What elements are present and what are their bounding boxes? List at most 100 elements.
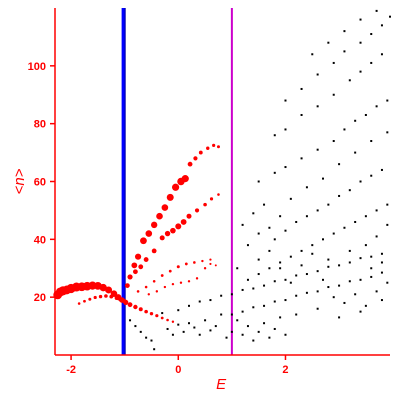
data-point-red	[145, 230, 153, 237]
data-point-black	[311, 53, 314, 56]
data-point-black	[220, 313, 223, 316]
data-point-black	[311, 244, 314, 247]
data-point-black	[268, 267, 271, 270]
data-point-black	[354, 151, 357, 154]
data-point-black	[279, 316, 282, 319]
data-point-black	[289, 255, 292, 258]
data-point-red	[144, 285, 148, 289]
data-point-black	[354, 293, 357, 296]
data-point-black	[268, 336, 271, 339]
data-point-black	[230, 313, 233, 316]
data-point-red	[144, 309, 148, 314]
data-point-black	[273, 280, 276, 283]
data-point-black	[370, 33, 373, 36]
data-point-red	[184, 262, 188, 266]
data-point-black	[273, 327, 276, 330]
data-point-red	[171, 320, 175, 323]
data-point-black	[236, 267, 239, 270]
data-point-red	[147, 293, 150, 296]
data-point-black	[305, 291, 308, 294]
data-point-red	[151, 248, 157, 254]
data-point-black	[338, 284, 341, 287]
data-point-black	[305, 186, 308, 189]
data-point-black	[188, 304, 190, 307]
data-point-red	[109, 294, 114, 299]
data-point-red	[136, 290, 140, 293]
data-point-black	[300, 87, 303, 90]
data-point-black	[284, 299, 287, 302]
data-point-black	[220, 294, 223, 297]
data-point-red	[209, 197, 214, 201]
data-point-red	[186, 213, 192, 219]
data-point-black	[380, 168, 383, 171]
data-point-black	[300, 157, 303, 160]
data-point-black	[279, 267, 282, 270]
data-point-red	[152, 279, 156, 283]
data-point-red	[105, 286, 113, 294]
y-tick-label: 20	[34, 292, 46, 304]
data-point-red	[122, 299, 127, 304]
y-tick-label: 100	[28, 61, 46, 73]
data-point-black	[386, 203, 389, 206]
data-point-red	[131, 262, 138, 269]
y-tick-label: 40	[34, 234, 46, 246]
data-point-red	[193, 156, 198, 161]
data-point-black	[380, 299, 383, 302]
data-point-black	[370, 140, 373, 143]
data-point-red	[140, 237, 147, 245]
data-point-black	[252, 287, 255, 290]
data-point-black	[348, 79, 351, 82]
data-point-black	[252, 212, 255, 215]
data-point-red	[98, 294, 103, 299]
data-point-black	[359, 70, 362, 73]
data-point-red	[88, 297, 92, 301]
x-tick-label: -2	[66, 364, 76, 376]
data-point-black	[359, 41, 362, 44]
y-tick-label: 60	[34, 177, 46, 189]
data-point-red	[150, 221, 158, 229]
data-point-black	[230, 330, 233, 333]
data-point-black	[386, 281, 389, 284]
data-point-black	[338, 316, 341, 319]
data-point-black	[284, 99, 287, 102]
data-point-black	[139, 330, 142, 333]
data-point-black	[284, 333, 287, 336]
data-point-red	[187, 280, 191, 283]
data-point-red	[172, 183, 180, 191]
data-point-black	[359, 310, 362, 313]
data-point-black	[295, 274, 298, 277]
data-point-black	[359, 278, 362, 281]
data-point-black	[252, 306, 255, 309]
data-point-black	[177, 323, 180, 326]
data-point-black	[348, 280, 351, 283]
data-point-black	[171, 333, 174, 336]
data-point-black	[316, 290, 319, 293]
data-point-black	[300, 249, 303, 252]
data-point-black	[332, 61, 335, 64]
data-point-red	[217, 193, 220, 196]
data-point-black	[134, 325, 137, 328]
data-point-black	[182, 330, 185, 333]
data-point-black	[370, 267, 373, 270]
data-point-black	[316, 148, 319, 151]
data-point-red	[214, 264, 217, 267]
data-point-black	[305, 215, 308, 218]
data-point-black	[316, 307, 319, 310]
data-point-black	[273, 134, 276, 137]
data-point-black	[268, 249, 271, 252]
data-point-red	[203, 267, 207, 270]
data-point-black	[359, 257, 362, 260]
data-point-red	[127, 302, 133, 308]
data-point-red	[212, 143, 216, 147]
data-point-red	[118, 297, 123, 302]
data-point-black	[241, 333, 244, 336]
data-point-red	[124, 283, 130, 288]
data-point-red	[138, 307, 143, 312]
data-point-black	[188, 322, 190, 325]
y-tick-label: 80	[34, 119, 46, 131]
data-point-black	[166, 327, 169, 330]
data-point-black	[348, 249, 351, 252]
data-point-red	[155, 314, 159, 318]
data-point-black	[370, 275, 373, 278]
data-point-black	[332, 93, 335, 96]
